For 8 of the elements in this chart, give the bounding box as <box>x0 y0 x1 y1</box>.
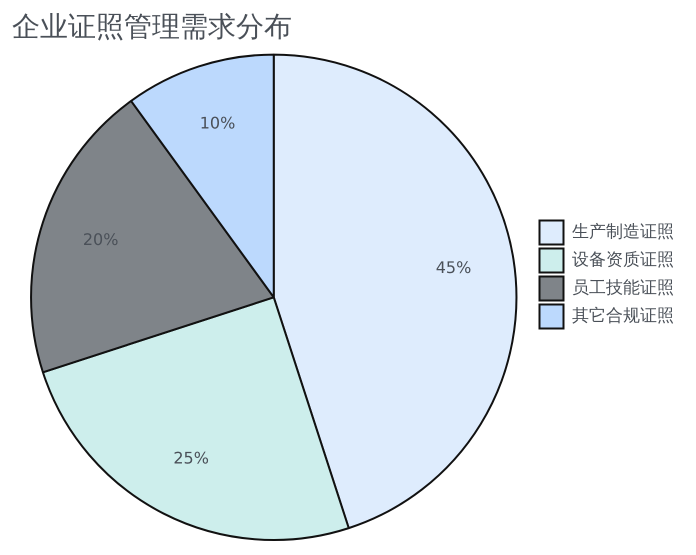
legend-label: 生产制造证照 <box>572 222 674 242</box>
data-label: 10% <box>200 113 236 132</box>
legend-label: 员工技能证照 <box>572 278 674 298</box>
legend-label: 其它合规证照 <box>572 306 674 326</box>
legend-label: 设备资质证照 <box>572 250 674 270</box>
data-label: 45% <box>436 258 472 277</box>
chart-title: 企业证照管理需求分布 <box>12 10 292 44</box>
data-label: 25% <box>173 448 209 468</box>
